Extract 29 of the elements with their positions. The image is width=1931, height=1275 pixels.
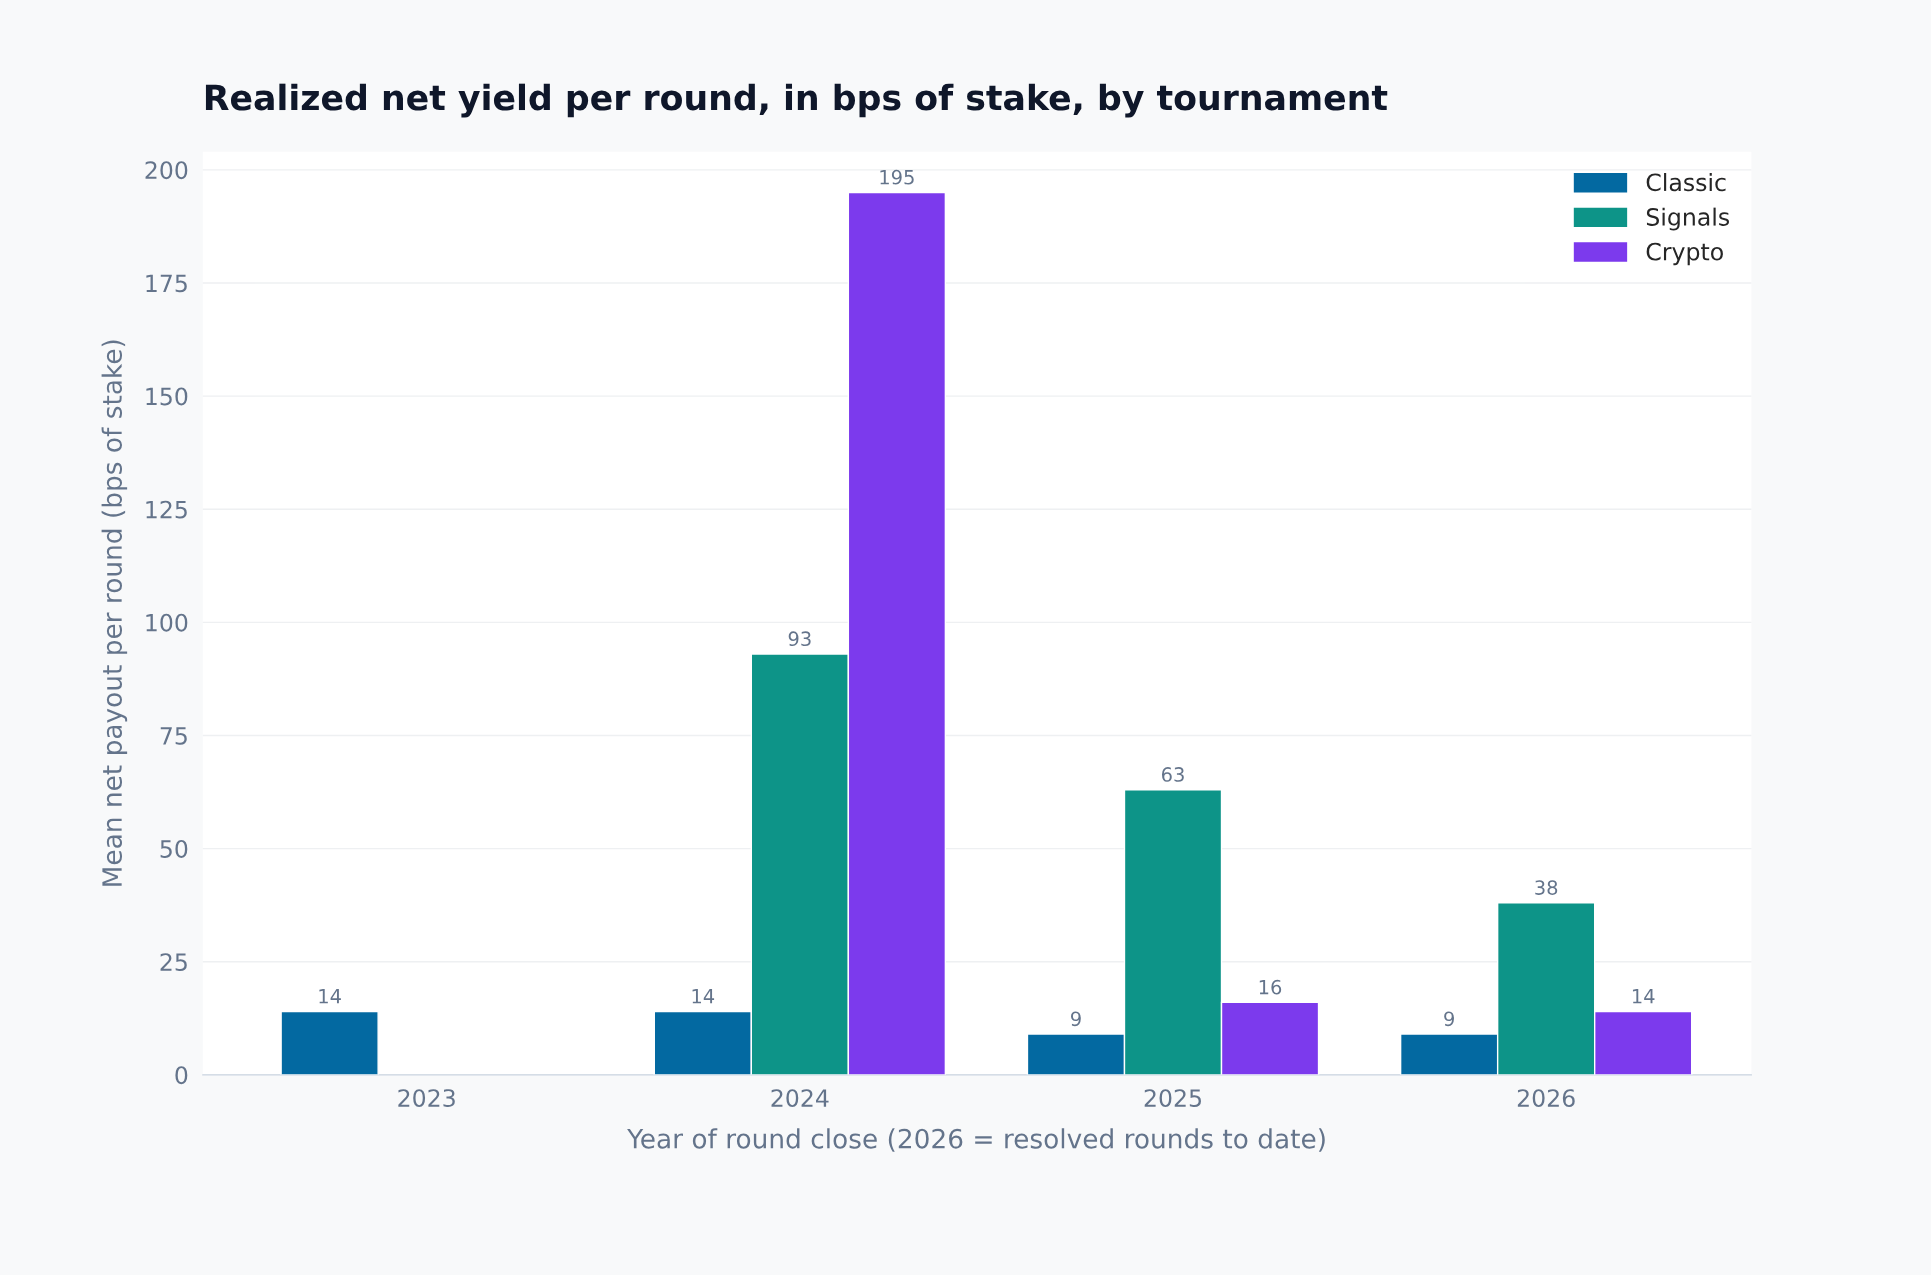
data-label: 93 <box>788 631 811 647</box>
x-tick-label: 2023 <box>398 1089 455 1107</box>
data-label: 195 <box>880 169 914 185</box>
data-label: 14 <box>319 989 341 1004</box>
data-label: 63 <box>1161 767 1184 782</box>
y-axis-title: Mean net payout per round (bps of stake) <box>101 340 128 886</box>
data-label: 14 <box>692 989 715 1004</box>
data-label: 38 <box>1535 880 1558 895</box>
legend-label: Crypto <box>1646 242 1723 266</box>
y-tick-label: 150 <box>146 387 188 406</box>
y-tick-label: 25 <box>160 953 187 972</box>
y-tick-label: 0 <box>175 1066 188 1085</box>
data-label: 9 <box>1444 1011 1454 1027</box>
chart-title: Realized net yield per round, in bps of stake, by tournament <box>205 83 1388 118</box>
y-tick-label: 50 <box>160 840 188 858</box>
x-axis-title: Year of round close (2026 = resolved rounds to date) <box>627 1128 1325 1152</box>
x-tick-label: 2026 <box>1517 1089 1575 1107</box>
data-label: 14 <box>1632 989 1655 1004</box>
y-tick-label: 200 <box>145 161 188 180</box>
y-tick-label: 75 <box>160 727 187 745</box>
y-tick-label: 100 <box>146 613 188 632</box>
y-tick-label: 175 <box>146 274 187 293</box>
y-tick-label: 125 <box>146 500 187 519</box>
data-label: 16 <box>1259 979 1282 995</box>
data-label: 9 <box>1071 1011 1081 1027</box>
x-tick-label: 2025 <box>1144 1089 1201 1107</box>
legend-label: Classic <box>1646 172 1726 192</box>
legend-label: Signals <box>1646 207 1730 231</box>
x-tick-label: 2024 <box>771 1089 829 1107</box>
